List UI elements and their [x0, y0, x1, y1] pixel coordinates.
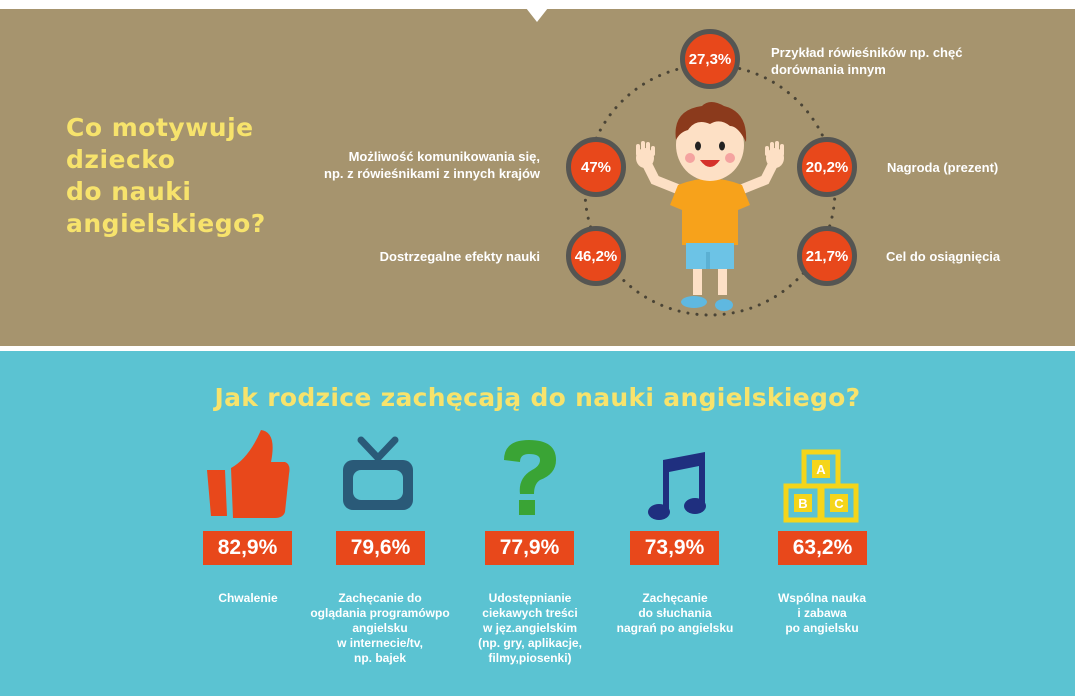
stat-circle-communication: 47% [566, 137, 626, 197]
caption-line: Wspólna nauka [777, 591, 866, 605]
encouragement-section [0, 351, 1075, 696]
caption-line: i zabawa [797, 606, 847, 620]
stat-circle-peers: 27,3% [680, 29, 740, 89]
caption-line: angielsku [352, 621, 408, 635]
motivation-title-line: Co motywuje [66, 113, 254, 142]
stat-circle-goal: 21,7% [797, 226, 857, 286]
stat-badge-tv: 79,6% [336, 531, 425, 565]
stat-caption-tv: Zachęcanie do oglądania programówpo angi… [310, 591, 450, 666]
stat-caption-play: Wspólna nauka i zabawa po angielsku [752, 591, 892, 636]
stat-label-effects: Dostrzegalne efekty nauki [320, 248, 540, 265]
block-letter-c: C [834, 496, 844, 511]
stat-caption-content: Udostępnianie ciekawych treści w jęz.ang… [460, 591, 600, 666]
stat-label-communication: Możliwość komunikowania się, np. z rówie… [290, 148, 540, 182]
caption-line: (np. gry, aplikacje, [478, 636, 582, 650]
caption-line: filmy,piosenki) [488, 651, 572, 665]
tv-icon [343, 436, 413, 510]
stat-label-line: dorównania innym [771, 62, 886, 77]
stat-label-goal: Cel do osiągnięcia [886, 248, 1066, 265]
caption-line: Udostępnianie [488, 591, 572, 605]
section-pointer [526, 8, 548, 22]
caption-line: nagrań po angielsku [616, 621, 734, 635]
stat-label-line: Przykład rówieśników np. chęć [771, 45, 963, 60]
stat-label-line: Cel do osiągnięcia [886, 249, 1001, 264]
stat-badge-praise: 82,9% [203, 531, 292, 565]
caption-line: Zachęcanie do [338, 591, 422, 605]
stat-badge-listening: 73,9% [630, 531, 719, 565]
stat-circle-reward: 20,2% [797, 137, 857, 197]
motivation-title-line: do nauki [66, 177, 192, 206]
stat-label-line: Dostrzegalne efekty nauki [379, 249, 540, 264]
caption-line: Zachęcanie [642, 591, 708, 605]
caption-line: Chwalenie [218, 591, 278, 605]
stat-label-peers: Przykład rówieśników np. chęć dorównania… [771, 44, 971, 78]
stat-badge-play: 63,2% [778, 531, 867, 565]
motivation-title: Co motywuje dziecko do nauki angielskieg… [66, 112, 296, 240]
block-letter-a: A [816, 462, 826, 477]
caption-line: ciekawych treści [482, 606, 578, 620]
encouragement-title: Jak rodzice zachęcają do nauki angielski… [214, 383, 861, 412]
abc-blocks-icon: A B C [783, 449, 859, 523]
caption-line: po angielsku [785, 621, 859, 635]
top-divider [0, 0, 1075, 9]
motivation-section [0, 0, 1075, 346]
question-mark-icon [504, 440, 556, 515]
music-note-icon [648, 452, 706, 520]
child-illustration [583, 63, 837, 317]
stat-badge-content: 77,9% [485, 531, 574, 565]
block-letter-b: B [798, 496, 807, 511]
thumbs-up-icon [207, 430, 290, 518]
caption-line: oglądania programówpo [310, 606, 450, 620]
stat-caption-praise: Chwalenie [178, 591, 318, 606]
stat-label-line: Możliwość komunikowania się, [348, 149, 540, 164]
motivation-title-line: dziecko [66, 145, 176, 174]
stat-label-line: Nagroda (prezent) [887, 160, 999, 175]
stat-label-line: np. z rówieśnikami z innych krajów [324, 166, 540, 181]
caption-line: w jęz.angielskim [482, 621, 578, 635]
stat-circle-effects: 46,2% [566, 226, 626, 286]
stat-label-reward: Nagroda (prezent) [887, 159, 1067, 176]
stat-caption-listening: Zachęcanie do słuchania nagrań po angiel… [605, 591, 745, 636]
caption-line: w internecie/tv, [337, 636, 423, 650]
caption-line: do słuchania [638, 606, 712, 620]
motivation-title-line: angielskiego? [66, 209, 266, 238]
caption-line: np. bajek [353, 651, 406, 665]
